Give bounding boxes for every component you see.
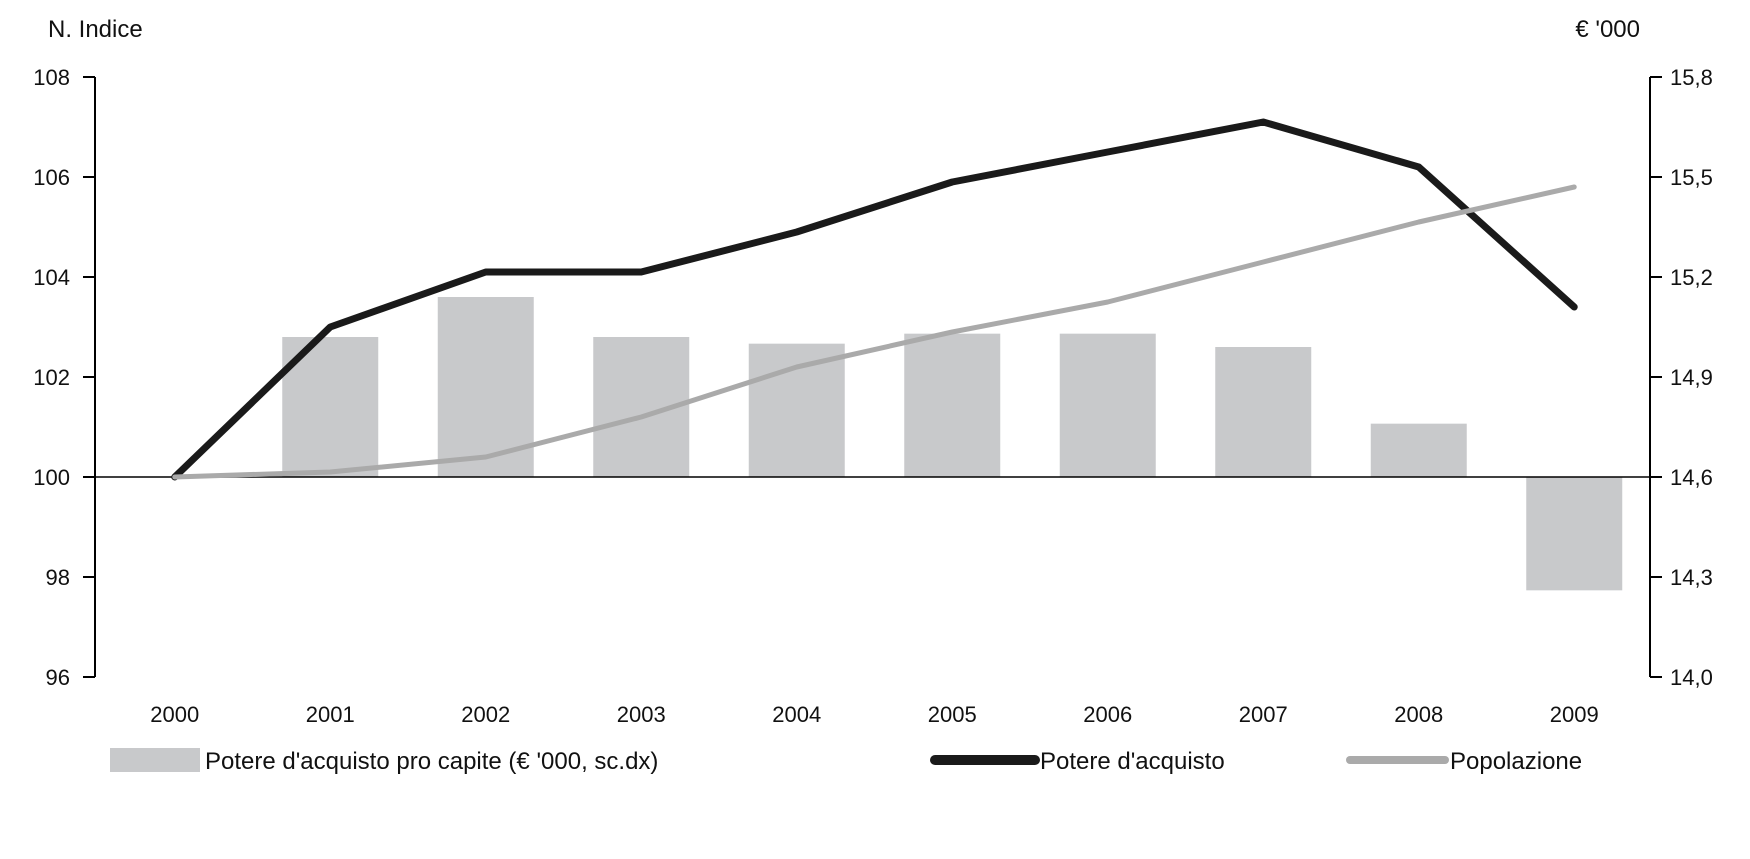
x-tick-label-2000: 2000 <box>150 702 199 727</box>
right-tick-label-3: 14,9 <box>1670 365 1713 390</box>
left-axis-ticks: 96 98 100 102 104 106 108 <box>33 65 95 690</box>
x-tick-label-2003: 2003 <box>617 702 666 727</box>
left-tick-label-104: 104 <box>33 265 70 290</box>
point-2-2001 <box>329 471 331 473</box>
x-tick-label-2009: 2009 <box>1550 702 1599 727</box>
x-tick-label-2008: 2008 <box>1394 702 1443 727</box>
point-1-2009 <box>1573 306 1575 308</box>
legend-label-2: Popolazione <box>1450 748 1582 775</box>
right-tick-label-0: 14,0 <box>1670 665 1713 690</box>
right-axis-ticks: 14,0 14,3 14,6 14,9 15,2 15,5 15,8 <box>1650 65 1713 690</box>
left-tick-label-96: 96 <box>46 665 70 690</box>
point-2-2005 <box>951 331 953 333</box>
left-tick-label-106: 106 <box>33 165 70 190</box>
x-tick-label-2006: 2006 <box>1083 702 1132 727</box>
legend-swatch-0 <box>110 748 200 772</box>
point-1-2004 <box>796 231 798 233</box>
point-2-2004 <box>796 366 798 368</box>
point-1-2007 <box>1262 121 1264 123</box>
x-tick-label-2002: 2002 <box>461 702 510 727</box>
legend-label-0: Potere d'acquisto pro capite (€ '000, sc… <box>205 748 658 775</box>
x-tick-label-2001: 2001 <box>306 702 355 727</box>
point-1-2003 <box>640 271 642 273</box>
line-series <box>171 118 1578 481</box>
left-tick-label-98: 98 <box>46 565 70 590</box>
point-1-2001 <box>329 326 331 328</box>
line-popolazione <box>172 184 1577 480</box>
bar-2009 <box>1526 477 1623 591</box>
right-tick-label-5: 15,5 <box>1670 165 1713 190</box>
x-axis-ticks: 2000 2001 2002 2003 2004 2005 2006 2007 2008 2009 <box>150 702 1598 727</box>
bar-2004 <box>748 343 845 477</box>
point-2-2009 <box>1573 186 1575 188</box>
bar-2008 <box>1370 423 1467 477</box>
legend: Potere d'acquisto pro capite (€ '000, sc… <box>110 748 1582 775</box>
bar-2005 <box>904 333 1001 477</box>
left-tick-label-108: 108 <box>33 65 70 90</box>
left-tick-label-100: 100 <box>33 465 70 490</box>
x-tick-label-2004: 2004 <box>772 702 821 727</box>
right-tick-label-6: 15,8 <box>1670 65 1713 90</box>
bar-2007 <box>1215 347 1312 477</box>
left-tick-label-102: 102 <box>33 365 70 390</box>
point-1-2006 <box>1107 151 1109 153</box>
left-axis-title: N. Indice <box>48 16 143 43</box>
right-tick-label-1: 14,3 <box>1670 565 1713 590</box>
right-tick-label-4: 15,2 <box>1670 265 1713 290</box>
x-tick-label-2007: 2007 <box>1239 702 1288 727</box>
point-1-2002 <box>485 271 487 273</box>
bar-2006 <box>1059 333 1156 477</box>
point-2-2007 <box>1262 261 1264 263</box>
point-1-2008 <box>1418 166 1420 168</box>
point-1-2005 <box>951 181 953 183</box>
x-tick-label-2005: 2005 <box>928 702 977 727</box>
bar-series <box>282 297 1623 591</box>
point-2-2006 <box>1107 301 1109 303</box>
right-axis-title: € '000 <box>1575 16 1640 43</box>
point-2-2008 <box>1418 221 1420 223</box>
right-tick-label-2: 14,6 <box>1670 465 1713 490</box>
point-2-2002 <box>485 456 487 458</box>
line-potere-d-acquisto <box>171 118 1578 481</box>
point-2-2000 <box>174 476 176 478</box>
point-2-2003 <box>640 416 642 418</box>
legend-label-1: Potere d'acquisto <box>1040 748 1225 775</box>
